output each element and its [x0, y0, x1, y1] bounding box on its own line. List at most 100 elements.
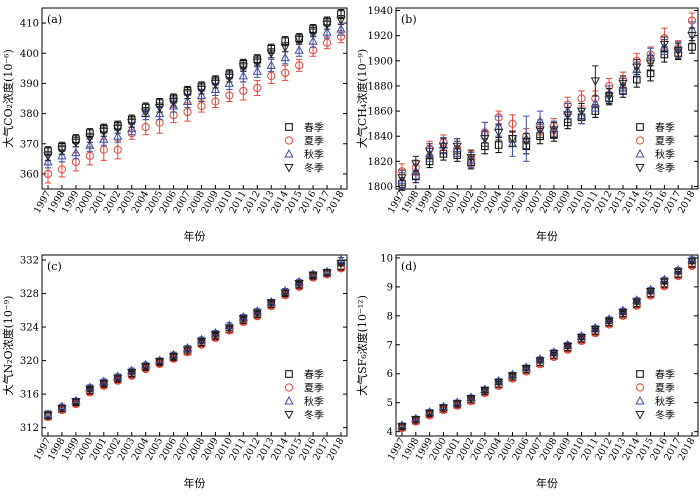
marker-square [636, 123, 644, 131]
marker-triangle-down [521, 365, 531, 374]
marker-triangle-down [182, 90, 193, 100]
marker-triangle-up [635, 148, 645, 158]
marker-triangle-up [224, 78, 235, 87]
marker-circle [141, 123, 150, 132]
marker-triangle-down [549, 126, 559, 135]
marker-circle [239, 86, 248, 96]
marker-triangle-down [397, 422, 407, 432]
marker-triangle-up [252, 66, 262, 75]
marker-triangle-up [635, 395, 645, 405]
marker-triangle-down [632, 298, 642, 307]
marker-triangle-down [507, 372, 518, 381]
x-axis-label: 年份 [184, 229, 206, 243]
marker-circle [284, 136, 294, 145]
series-3 [43, 22, 346, 169]
marker-triangle-down [182, 346, 193, 355]
chart-panel-2: 1800182018401860188019001920194019971998… [355, 6, 699, 243]
marker-triangle-up [294, 45, 304, 54]
marker-circle [508, 119, 517, 128]
y-axis-label: 大气SF₆浓度(10⁻¹²) [355, 295, 369, 396]
panel-label: (d) [401, 260, 417, 273]
y-axis-label: 大气N₂O浓度(10⁻⁹) [1, 296, 15, 396]
marker-triangle-down [411, 415, 421, 425]
legend-label: 秋季 [655, 148, 675, 161]
marker-triangle-down [604, 317, 614, 327]
marker-triangle-up [85, 140, 95, 149]
y-tick-label: 324 [20, 323, 39, 334]
marker-triangle-up [322, 27, 332, 36]
panel-label: (b) [401, 13, 417, 26]
marker-triangle-down [466, 395, 476, 404]
marker-triangle-up [284, 148, 294, 158]
marker-triangle-down [196, 85, 207, 95]
marker-triangle-down [452, 142, 462, 152]
marker-triangle-down [252, 58, 262, 68]
marker-triangle-down [687, 257, 697, 267]
series-4 [397, 257, 697, 432]
y-axis-label: 大气CH₄浓度(10⁻⁹) [355, 49, 369, 148]
marker-circle [225, 91, 234, 100]
marker-triangle-down [549, 349, 559, 359]
legend-label: 春季 [304, 122, 324, 134]
marker-triangle-down [210, 79, 221, 89]
marker-circle [267, 71, 276, 80]
marker-triangle-down [168, 98, 179, 107]
marker-triangle-down [635, 411, 645, 420]
legend-label: 夏季 [655, 383, 675, 395]
marker-triangle-down [57, 146, 67, 155]
marker-triangle-down [659, 40, 670, 50]
marker-triangle-down [154, 357, 165, 367]
marker-triangle-up [284, 395, 294, 405]
marker-triangle-down [659, 278, 670, 287]
marker-triangle-down [424, 409, 435, 419]
series-3 [397, 254, 697, 429]
y-tick-label: 6 [387, 369, 393, 380]
marker-square [285, 370, 293, 378]
marker-triangle-down [618, 308, 628, 318]
marker-circle [635, 383, 645, 392]
marker-triangle-down [576, 107, 587, 117]
marker-triangle-down [645, 287, 656, 297]
legend-label: 冬季 [655, 162, 675, 175]
marker-triangle-down [224, 324, 235, 333]
marker-triangle-up [590, 98, 600, 108]
y-tick-label: 360 [20, 169, 39, 180]
marker-triangle-down [294, 279, 304, 289]
marker-triangle-up [127, 123, 137, 133]
y-tick-label: 1880 [368, 81, 393, 92]
marker-triangle-down [266, 49, 276, 59]
legend-label: 夏季 [304, 383, 324, 395]
y-tick-label: 7 [387, 340, 393, 351]
marker-triangle-up [71, 147, 81, 157]
marker-triangle-down [294, 36, 304, 45]
marker-triangle-down [535, 126, 545, 135]
marker-triangle-down [336, 16, 346, 26]
marker-triangle-up [238, 70, 248, 80]
y-tick-label: 1920 [368, 31, 393, 42]
marker-triangle-down [71, 398, 81, 407]
marker-triangle-down [452, 400, 462, 409]
y-tick-label: 370 [20, 139, 39, 150]
marker-triangle-down [494, 128, 504, 138]
y-tick-label: 10 [380, 253, 393, 264]
marker-triangle-down [507, 135, 518, 144]
y-tick-label: 5 [387, 398, 393, 409]
series-4 [43, 15, 346, 161]
marker-triangle-down [576, 334, 587, 343]
y-tick-label: 1900 [368, 56, 393, 67]
marker-triangle-down [618, 79, 628, 89]
marker-square [494, 141, 503, 149]
y-tick-label: 390 [20, 79, 39, 90]
marker-triangle-down [141, 108, 151, 118]
marker-triangle-up [308, 36, 318, 45]
marker-square [636, 370, 644, 378]
marker-triangle-down [57, 404, 67, 414]
x-axis-label: 年份 [184, 476, 206, 490]
marker-triangle-down [480, 386, 490, 396]
marker-triangle-up [154, 108, 165, 118]
y-tick-label: 400 [20, 49, 39, 60]
marker-triangle-up [43, 156, 53, 166]
marker-circle [183, 107, 192, 117]
